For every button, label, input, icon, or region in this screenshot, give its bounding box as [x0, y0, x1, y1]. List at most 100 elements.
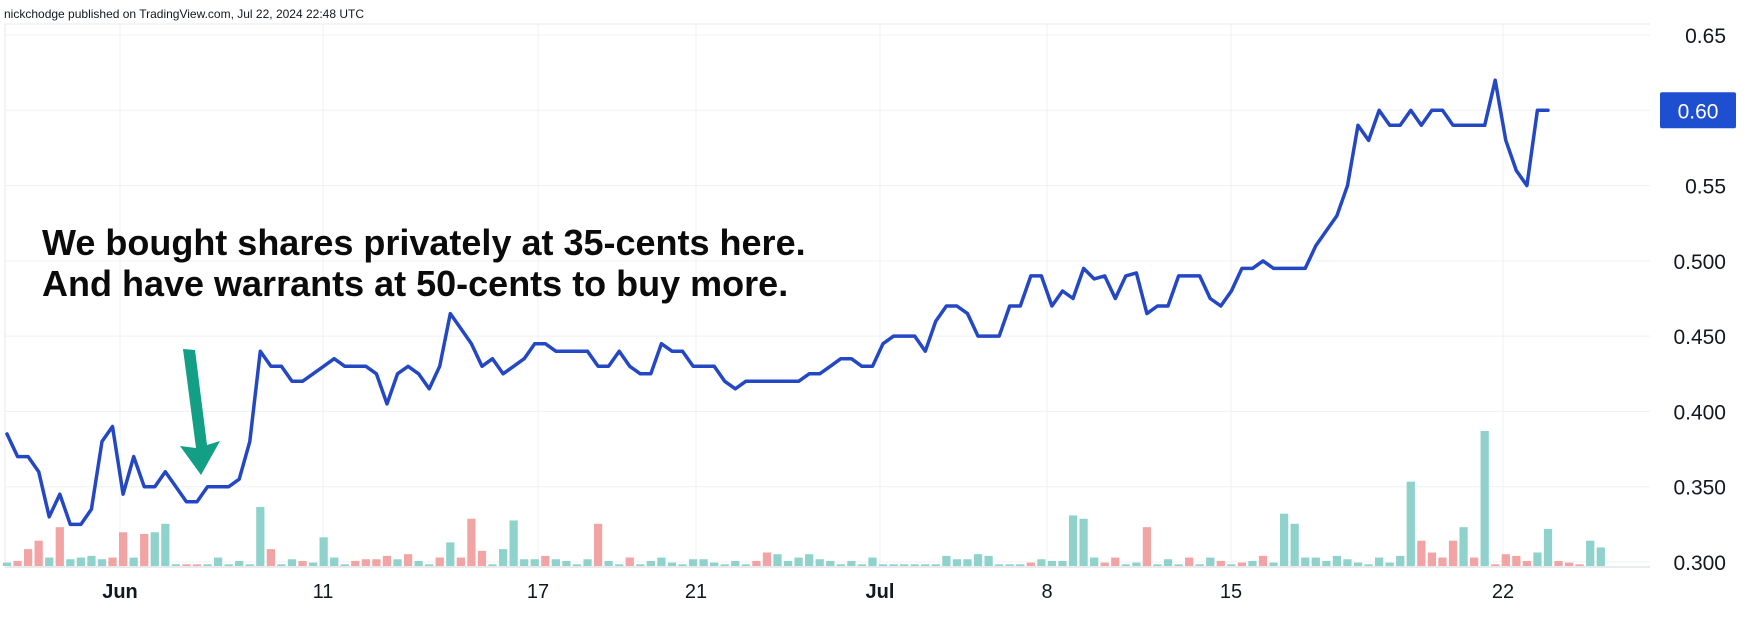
volume-bar [1258, 555, 1268, 566]
x-tick-label: Jul [866, 581, 895, 603]
volume-bar [235, 560, 244, 566]
volume-bar [604, 560, 613, 566]
volume-bar [900, 564, 909, 566]
volume-bar [1311, 557, 1320, 566]
x-tick-label: 15 [1220, 581, 1242, 603]
x-tick-label: Jun [102, 581, 138, 603]
volume-bar [1480, 431, 1489, 566]
volume-bar [1427, 552, 1437, 566]
volume-bar [1522, 560, 1532, 566]
volume-bar [752, 560, 761, 566]
volume-bar [76, 557, 85, 566]
volume-bar [572, 564, 582, 566]
volume-bar [773, 554, 782, 566]
volume-bar [256, 506, 265, 566]
volume-bar [55, 527, 64, 566]
volume-bar [1343, 559, 1352, 566]
last-price-badge [1660, 92, 1736, 129]
volume-bar [1512, 555, 1521, 566]
volume-bars [2, 431, 1605, 566]
volume-bar [1575, 564, 1584, 566]
volume-bar [118, 532, 128, 566]
volume-bar [1470, 557, 1479, 566]
volume-bar [530, 559, 539, 566]
volume-bar [66, 559, 75, 566]
volume-bar [330, 557, 339, 566]
volume-bar [1448, 540, 1458, 566]
volume-bar [699, 559, 708, 566]
volume-bar [1058, 560, 1067, 566]
x-tick-label: 11 [313, 581, 334, 603]
volume-bar [952, 559, 962, 566]
volume-bar [625, 557, 634, 566]
volume-bar [1163, 559, 1173, 566]
volume-bar [108, 557, 117, 566]
volume-bar [361, 559, 370, 566]
volume-bar [1237, 562, 1247, 566]
volume-bar [678, 564, 687, 566]
volume-bar [1332, 555, 1342, 566]
volume-bar [794, 557, 803, 566]
volume-bar [815, 559, 824, 566]
volume-bar [1005, 564, 1014, 566]
volume-bar [688, 559, 698, 566]
volume-bar [467, 518, 476, 566]
y-tick-label: 0.55 [1685, 176, 1726, 199]
volume-bar [1396, 555, 1405, 566]
volume-bar [1142, 527, 1152, 566]
volume-bar [456, 557, 465, 566]
volume-bar [805, 554, 814, 566]
volume-bar [921, 564, 930, 566]
x-tick-label: 17 [527, 581, 549, 603]
volume-bar [910, 564, 919, 566]
volume-bar [783, 560, 793, 566]
volume-bar [1090, 557, 1099, 566]
x-axis: Jun 11 17 21 Jul 8 15 22 [102, 581, 1514, 603]
annotation: We bought shares privately at 35-cents h… [42, 222, 806, 475]
volume-bar [498, 549, 508, 566]
volume-bar [995, 564, 1004, 566]
volume-bar [1375, 557, 1384, 566]
volume-bar [182, 564, 191, 566]
volume-bar [667, 562, 677, 566]
volume-bar [213, 557, 223, 566]
volume-bar [1438, 557, 1447, 566]
volume-bar [1111, 557, 1120, 566]
volume-bar [224, 564, 233, 566]
volume-bar [23, 549, 33, 566]
volume-bar [266, 549, 275, 566]
volume-bar [308, 562, 318, 566]
volume-bar [1501, 554, 1510, 566]
x-tick-label: 22 [1492, 581, 1514, 603]
y-tick-label: 0.450 [1673, 326, 1726, 349]
volume-bar [583, 559, 592, 566]
volume-bar [931, 564, 940, 566]
volume-bar [1385, 562, 1394, 566]
volume-bar [351, 560, 360, 566]
volume-bar [203, 564, 212, 566]
volume-bar [161, 523, 170, 566]
volume-bar [477, 550, 487, 566]
volume-bar [1079, 518, 1088, 566]
volume-bar [129, 557, 138, 566]
volume-bar [1353, 562, 1363, 566]
volume-bar [889, 564, 898, 566]
x-tick-label: 21 [685, 581, 707, 603]
volume-bar [1132, 562, 1141, 566]
y-tick-label: 0.500 [1673, 251, 1726, 274]
volume-bar [382, 555, 392, 566]
volume-bar [762, 552, 772, 566]
volume-bar [340, 564, 349, 566]
volume-bar [1174, 564, 1183, 566]
volume-bar [2, 562, 12, 566]
volume-bar [425, 564, 434, 566]
volume-bar [973, 554, 983, 566]
volume-bar [45, 557, 54, 566]
grid [4, 23, 1650, 568]
volume-bar [1185, 557, 1194, 566]
volume-bar [741, 564, 750, 566]
volume-bar [826, 560, 835, 566]
price-line-layer [5, 78, 1550, 527]
volume-bar [435, 557, 444, 566]
